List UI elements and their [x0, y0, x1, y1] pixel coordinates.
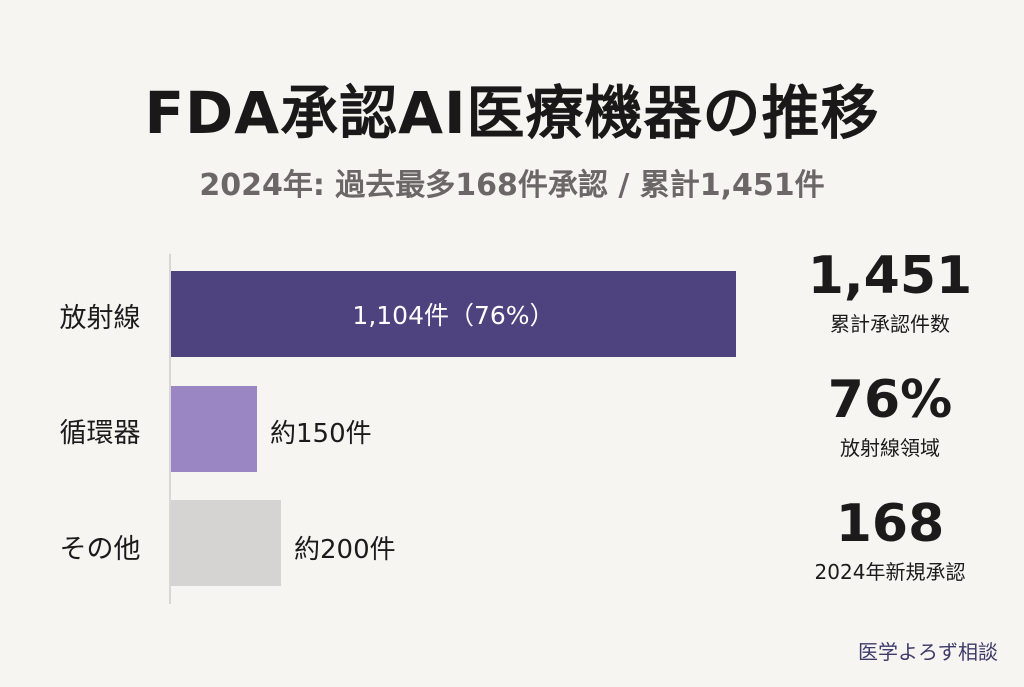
chart-title: FDA承認AI医療機器の推移 [144, 79, 880, 147]
stat-label: 2024年新規承認 [814, 560, 966, 584]
stat-number: 76% [827, 370, 953, 430]
bar-value-label: 約150件 [270, 419, 372, 449]
stat-label: 累計承認件数 [830, 312, 950, 336]
category-label-radiology: 放射線 [59, 303, 141, 334]
category-label-other: その他 [59, 534, 141, 565]
chart-subtitle: 2024年: 過去最多168件承認 / 累計1,451件 [199, 168, 825, 203]
stat-number: 1,451 [807, 246, 973, 306]
stat-2024-new: 168 2024年新規承認 [780, 498, 1000, 585]
category-label-cardiology: 循環器 [59, 418, 141, 449]
stat-label: 放射線領域 [840, 436, 940, 460]
bar-other [171, 500, 281, 586]
bar-value-label: 1,104件（76%） [352, 301, 555, 330]
bar-cardiology [171, 386, 257, 472]
bar-radiology: 1,104件（76%） [171, 271, 736, 357]
y-axis-line [169, 254, 171, 604]
brand-logo-text: 医学よろず相談 [858, 640, 998, 664]
bar-value-label: 約200件 [294, 535, 396, 565]
stat-radiology-share: 76% 放射線領域 [780, 374, 1000, 461]
stat-total: 1,451 累計承認件数 [780, 250, 1000, 337]
stat-number: 168 [835, 494, 945, 554]
